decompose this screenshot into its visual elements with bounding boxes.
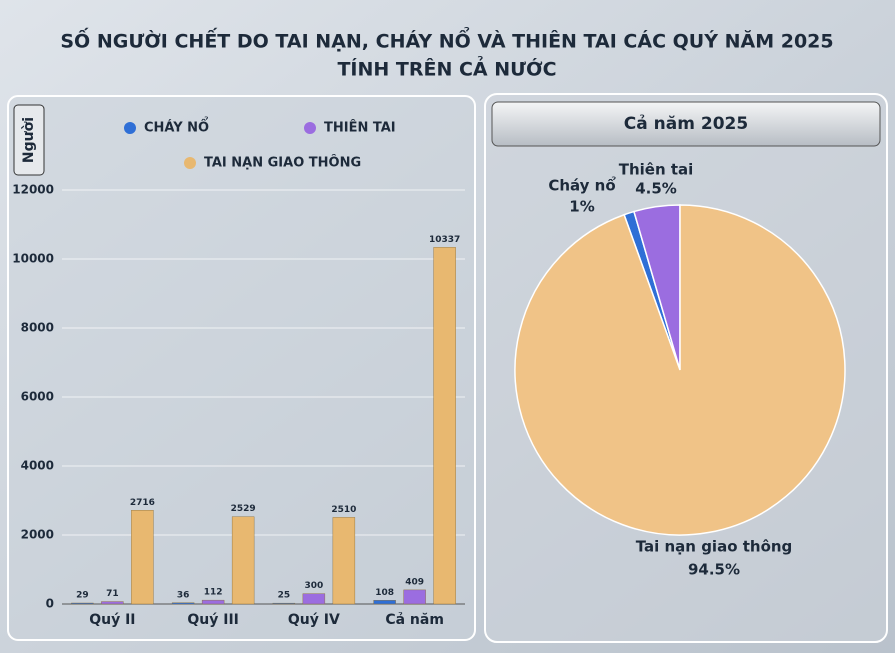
legend-marker [184, 157, 196, 169]
bar [433, 247, 456, 605]
bar [231, 516, 255, 605]
slice-label: Tai nạn giao thông [636, 538, 793, 556]
y-label-box [13, 104, 45, 176]
y-axis-label: Người [21, 117, 37, 163]
bar [272, 602, 296, 605]
value-label: 300 [304, 581, 323, 591]
value-label: 112 [204, 588, 223, 598]
slice-label: Cháy nổ [548, 176, 616, 195]
value-label: 29 [76, 590, 89, 600]
bar [302, 593, 326, 605]
value-label: 71 [106, 589, 119, 599]
y-tick-label: 2000 [21, 528, 54, 542]
value-label: 2510 [331, 505, 356, 515]
value-label: 10337 [429, 235, 460, 245]
bar [403, 589, 426, 605]
bar [131, 510, 154, 605]
x-tick-label: Quý IV [288, 612, 340, 628]
bar [201, 599, 225, 605]
slice-value: 94.5% [688, 561, 740, 579]
bar [332, 517, 356, 605]
pie-title: Cả năm 2025 [624, 114, 748, 134]
bar-chart: 0 2000 4000 6000 8000 10000 12000 CHÁY NỔ THIÊN … [12, 118, 465, 628]
y-tick-label: 12000 [12, 183, 54, 197]
legend-marker [124, 122, 136, 134]
pie-title-box [491, 101, 881, 147]
y-tick-label: 8000 [21, 321, 54, 335]
legend-marker [304, 122, 316, 134]
legend-label: THIÊN TAI [324, 120, 396, 136]
legend-label: TAI NẠN GIAO THÔNG [204, 155, 361, 171]
bar [373, 600, 396, 605]
value-label: 36 [177, 590, 190, 600]
bar [71, 602, 94, 605]
x-tick-label: Cả năm [385, 612, 444, 628]
legend-label: CHÁY NỔ [144, 118, 209, 136]
bar-panel [7, 95, 476, 641]
slice-value: 4.5% [635, 180, 677, 198]
y-tick-label: 10000 [12, 252, 54, 266]
y-tick-label: 4000 [21, 459, 54, 473]
y-tick-label: 6000 [21, 390, 54, 404]
chart-subtitle: TÍNH TRÊN CẢ NƯỚC [337, 56, 556, 81]
y-tick-label: 0 [46, 597, 54, 611]
slice-value: 1% [569, 198, 594, 216]
bar [101, 601, 124, 605]
chart-title: SỐ NGƯỜI CHẾT DO TAI NẠN, CHÁY NỔ VÀ THI… [60, 26, 833, 53]
x-tick-label: Quý III [187, 612, 239, 628]
bar [171, 602, 195, 605]
x-tick-label: Quý II [89, 612, 135, 628]
value-label: 2529 [231, 504, 256, 514]
value-label: 2716 [130, 498, 155, 508]
pie-slice [514, 204, 846, 536]
value-label: 25 [278, 591, 291, 601]
value-label: 108 [375, 588, 394, 598]
slice-label: Thiên tai [619, 161, 694, 179]
value-label: 409 [405, 577, 424, 587]
